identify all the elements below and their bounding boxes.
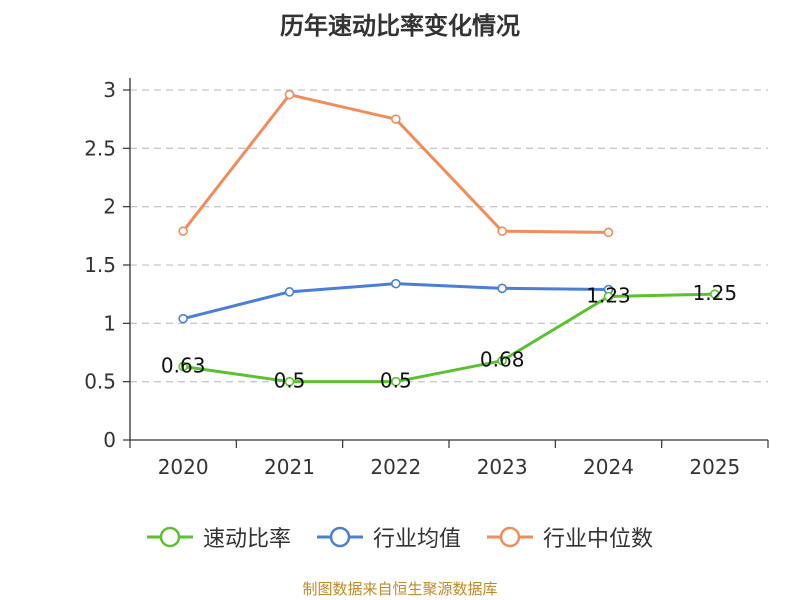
x-tick-label: 2025 bbox=[689, 455, 740, 479]
y-tick-label: 2.5 bbox=[84, 136, 116, 160]
legend-swatch-quick-ratio bbox=[146, 526, 193, 548]
x-tick-label: 2024 bbox=[583, 455, 634, 479]
data-label: 0.5 bbox=[380, 369, 412, 393]
data-point bbox=[178, 361, 188, 372]
data-source-note: 制图数据来自恒生聚源数据库 bbox=[302, 580, 498, 598]
y-tick-label: 2 bbox=[103, 195, 116, 219]
data-point bbox=[178, 226, 188, 236]
y-tick-label: 0 bbox=[103, 428, 116, 452]
data-labels: 0.63 0.5 0.5 0.68 1.23 1.25 bbox=[161, 281, 737, 393]
x-tick-label: 2020 bbox=[158, 455, 209, 479]
data-point bbox=[284, 89, 295, 100]
series-line bbox=[182, 292, 715, 384]
data-point bbox=[497, 355, 507, 366]
data-point bbox=[710, 289, 720, 299]
legend-swatch-industry-median bbox=[487, 526, 533, 548]
data-point bbox=[497, 283, 507, 294]
x-tick-label: 2022 bbox=[370, 455, 421, 479]
data-point bbox=[178, 313, 188, 324]
y-tick-label: 1 bbox=[103, 311, 116, 335]
legend-swatch-industry-mean bbox=[316, 526, 363, 548]
data-point bbox=[497, 226, 507, 236]
data-label: 0.68 bbox=[480, 348, 525, 372]
legend-label-quick-ratio: 速动比率 bbox=[202, 527, 291, 552]
data-point bbox=[391, 376, 401, 387]
legend-item-quick-ratio[interactable]: 速动比率 bbox=[146, 521, 291, 553]
data-label: 1.25 bbox=[693, 281, 738, 305]
axes: 0 0.5 1 1.5 2 2.5 3 2020 2021 2022 2023 2024 2025 bbox=[84, 78, 769, 479]
data-point bbox=[603, 291, 614, 302]
data-point bbox=[391, 114, 401, 124]
legend-item-industry-mean[interactable]: 行业均值 bbox=[316, 521, 461, 553]
data-point bbox=[284, 376, 295, 387]
y-tick-label: 0.5 bbox=[84, 370, 116, 394]
data-label: 0.5 bbox=[274, 369, 306, 393]
x-tick-label: 2023 bbox=[477, 455, 528, 479]
chart-title: 历年速动比率变化情况 bbox=[280, 12, 520, 40]
data-point bbox=[391, 278, 401, 289]
x-tick-label: 2021 bbox=[264, 455, 315, 479]
legend-item-industry-median[interactable]: 行业中位数 bbox=[487, 521, 653, 553]
legend-label-industry-mean: 行业均值 bbox=[372, 527, 461, 552]
data-label: 1.23 bbox=[586, 284, 631, 308]
series-line bbox=[182, 282, 609, 321]
legend: 速动比率 行业均值 行业中位数 bbox=[0, 520, 800, 554]
y-tick-label: 3 bbox=[103, 78, 116, 102]
data-point bbox=[284, 287, 295, 297]
data-label: 0.63 bbox=[161, 354, 206, 378]
y-tick-label: 1.5 bbox=[84, 253, 116, 277]
legend-label-industry-median: 行业中位数 bbox=[543, 527, 654, 552]
series-group bbox=[178, 89, 720, 387]
grid-lines bbox=[130, 89, 768, 383]
data-point bbox=[603, 227, 614, 238]
